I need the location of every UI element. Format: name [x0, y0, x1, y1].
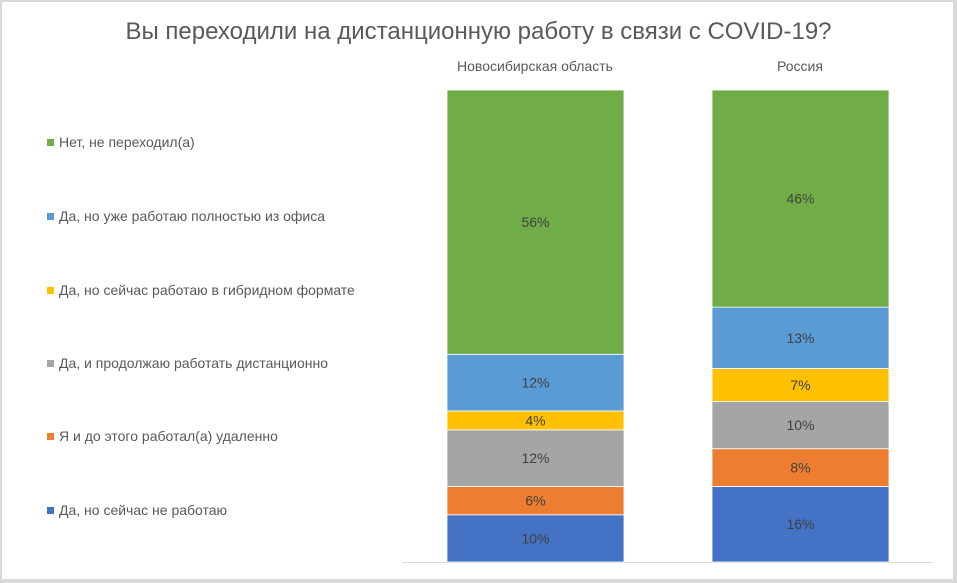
data-label: 46%	[786, 191, 814, 207]
legend-swatch	[47, 359, 54, 367]
legend-item: Я и до этого работал(а) удаленно	[47, 428, 278, 444]
legend-item: Да, и продолжаю работать дистанционно	[47, 355, 328, 371]
data-label: 8%	[790, 460, 810, 476]
category-label-russia: Россия	[777, 58, 823, 74]
bar-segment	[446, 353, 625, 412]
legend-item: Да, но сейчас не работаю	[47, 502, 227, 518]
bar-segment	[711, 401, 890, 450]
data-label: 10%	[786, 417, 814, 433]
chart-title: Вы переходили на дистанционную работу в …	[125, 18, 832, 45]
legend-swatch	[47, 138, 54, 146]
category-label-novosibirsk: Новосибирская область	[457, 58, 613, 74]
bar-segment	[711, 368, 890, 402]
data-label: 6%	[525, 493, 545, 509]
legend-swatch	[47, 432, 54, 440]
legend-swatch	[47, 506, 54, 514]
legend-label: Да, но сейчас не работаю	[59, 502, 228, 518]
legend-swatch	[47, 286, 54, 294]
data-label: 10%	[521, 530, 549, 546]
data-label: 16%	[786, 516, 814, 532]
data-label: 13%	[786, 330, 814, 346]
legend-item: Нет, не переходил(а)	[47, 134, 195, 150]
data-label: 56%	[521, 214, 549, 230]
legend-label: Нет, не переходил(а)	[59, 134, 195, 150]
data-label: 7%	[790, 377, 810, 393]
legend-label: Да, и продолжаю работать дистанционно	[59, 355, 328, 371]
bar-segment	[711, 448, 890, 487]
bar-segment	[446, 89, 625, 355]
bar-segment	[711, 89, 890, 308]
bar-segment	[711, 486, 890, 563]
legend-swatch	[47, 212, 54, 220]
legend-label: Я и до этого работал(а) удаленно	[59, 428, 278, 444]
legend-label: Да, но сейчас работаю в гибридном формат…	[59, 282, 355, 298]
legend-item: Да, но сейчас работаю в гибридном формат…	[47, 282, 355, 298]
data-label: 12%	[521, 375, 549, 391]
data-label: 4%	[525, 412, 545, 428]
data-label: 12%	[521, 450, 549, 466]
bar-segment	[446, 429, 625, 487]
legend-label: Да, но уже работаю полностью из офиса	[59, 208, 326, 224]
legend-item: Да, но уже работаю полностью из офиса	[47, 208, 325, 224]
